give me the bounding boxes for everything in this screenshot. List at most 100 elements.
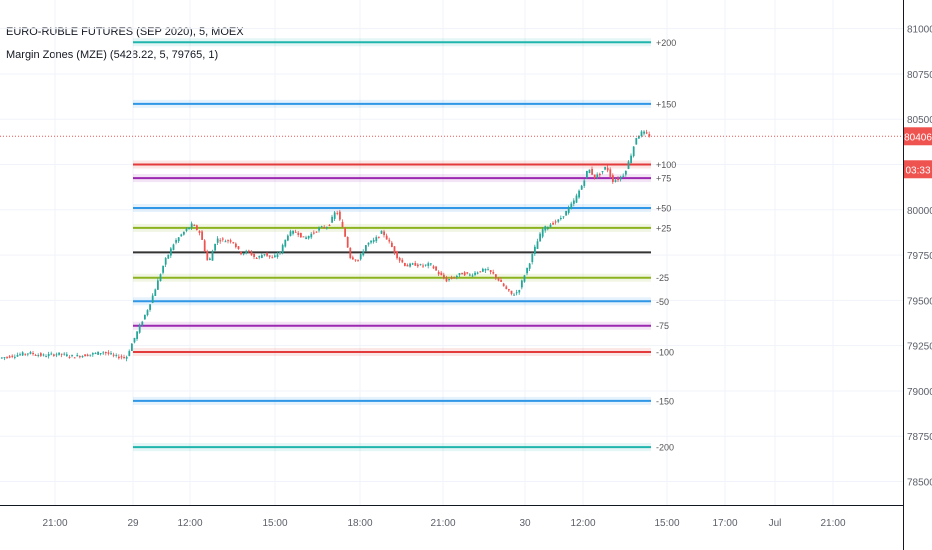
candle-body [27, 353, 29, 355]
candle-body [544, 226, 547, 231]
candle-body [536, 241, 539, 249]
candle-body [42, 354, 45, 356]
candle-body [404, 263, 406, 266]
zone-level-label: +100 [656, 160, 676, 170]
candle-body [505, 286, 508, 290]
candle-body [648, 134, 651, 137]
candle-body [268, 255, 271, 257]
candle-body [367, 242, 370, 245]
candle-body [133, 337, 136, 343]
y-tick-label: 80500 [907, 115, 932, 126]
candle-body [315, 231, 318, 233]
candle-body [333, 212, 336, 219]
candle-body [531, 254, 534, 263]
x-tick-label: 21:00 [430, 518, 455, 529]
candle-body [575, 195, 578, 203]
candle-body [302, 236, 305, 238]
zone-level-label: -200 [656, 443, 674, 453]
candle-body [604, 166, 606, 170]
price-badge-value: 80406 [904, 132, 932, 143]
candle-body [596, 174, 599, 178]
candle-body [422, 265, 424, 267]
candle-body [484, 269, 487, 271]
candle-body [539, 233, 541, 242]
candle-body [482, 268, 484, 272]
candle-body [305, 237, 307, 239]
candle-body [185, 228, 188, 231]
candle-body [393, 246, 396, 253]
candle-body [606, 167, 609, 171]
candle-body [222, 238, 224, 240]
candle-body [71, 355, 73, 357]
candle-body [476, 272, 479, 274]
candle-body [619, 176, 622, 180]
candle-body [632, 146, 635, 157]
candle-body [513, 294, 515, 296]
candle-body [118, 356, 120, 359]
candle-body [409, 263, 411, 267]
candle-body [534, 246, 536, 254]
candle-body [565, 211, 567, 216]
candle-body [237, 246, 240, 249]
candle-body [209, 258, 211, 261]
candle-body [588, 169, 591, 174]
y-tick-label: 79250 [907, 342, 932, 353]
candle-body [214, 243, 216, 251]
candle-body [341, 221, 344, 228]
candle-body [638, 136, 640, 139]
candle-body [339, 211, 341, 220]
candle-body [643, 131, 645, 134]
candle-body [466, 272, 469, 274]
candle-body [523, 275, 526, 282]
candle-body [385, 235, 388, 240]
candle-body [266, 252, 268, 256]
indicator-legend[interactable]: Margin Zones (MZE) (5428.22, 5, 79765, 1… [6, 49, 219, 61]
candle-body [354, 259, 357, 261]
candle-body [206, 251, 209, 261]
candle-body [430, 263, 432, 265]
candle-body [97, 351, 99, 355]
candle-body [261, 255, 263, 258]
candle-body [102, 352, 105, 354]
zone-level-label: +75 [656, 174, 671, 184]
candle-body [471, 275, 474, 277]
candle-body [479, 271, 482, 273]
candle-body [167, 254, 170, 259]
zone-level-label: +200 [656, 38, 676, 48]
candle-body [79, 356, 81, 358]
candle-body [541, 229, 544, 237]
candle-body [250, 252, 253, 256]
candle-body [227, 240, 229, 242]
candle-body [580, 185, 583, 190]
candle-body [14, 356, 16, 358]
candle-body [414, 262, 417, 266]
candle-body [552, 222, 554, 225]
candle-body [154, 289, 157, 296]
candle-body [489, 270, 492, 273]
candle-body [279, 251, 281, 253]
candle-body [599, 173, 601, 176]
candle-body [21, 352, 24, 356]
x-tick-label: 12:00 [177, 518, 202, 529]
zone-level-label: +150 [656, 99, 676, 109]
candle-body [440, 272, 443, 276]
candle-body [32, 352, 34, 355]
candle-body [432, 266, 435, 269]
candle-body [318, 227, 320, 231]
x-tick-label: 30 [519, 518, 531, 529]
candle-body [627, 161, 630, 169]
candle-body [216, 238, 219, 243]
candle-body [401, 259, 404, 263]
candle-body [11, 355, 14, 357]
y-tick-label: 78500 [907, 478, 932, 489]
x-tick-label: 12:00 [570, 518, 595, 529]
candle-body [515, 292, 518, 294]
candle-body [448, 279, 450, 281]
x-tick-label: 21:00 [42, 518, 67, 529]
candle-body [16, 355, 19, 357]
candle-body [547, 226, 549, 230]
candle-body [157, 280, 159, 290]
y-tick-label: 80000 [907, 206, 932, 217]
candle-body [63, 353, 66, 355]
